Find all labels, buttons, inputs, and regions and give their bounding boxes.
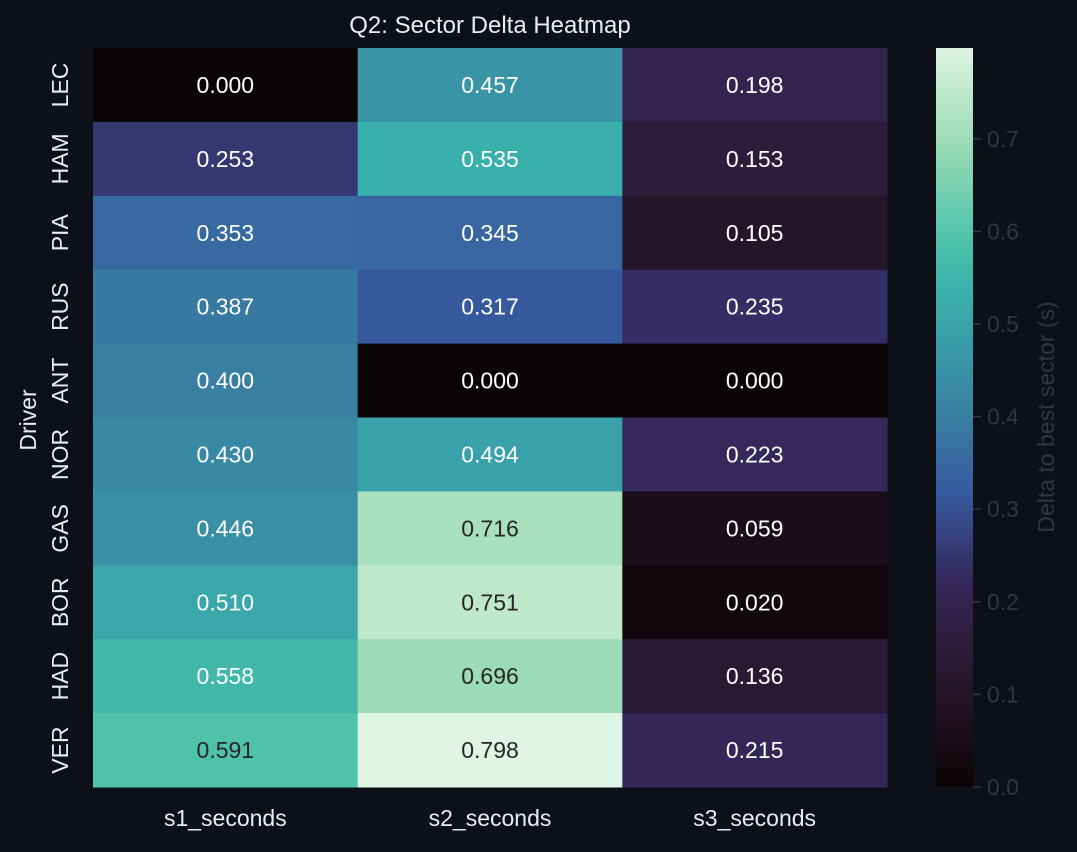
cell-value-label: 0.457 [461,72,519,98]
row-tick-label: RUS [47,282,73,331]
cell-value-label: 0.000 [726,368,784,394]
row-tick-label: HAM [47,133,73,184]
heatmap-cell [622,48,888,123]
cell-value-label: 0.387 [197,294,255,320]
heatmap-cell [622,121,888,197]
heatmap-cell [93,343,359,418]
heatmap-cell [93,48,359,123]
cell-value-label: 0.059 [726,515,784,541]
heatmap-cell [357,713,623,788]
cell-value-label: 0.751 [461,589,519,615]
heatmap-cell [93,195,359,271]
cell-value-label: 0.000 [197,72,255,98]
cell-value-label: 0.696 [461,663,519,689]
row-tick-label: NOR [47,429,73,480]
cell-value-label: 0.535 [461,146,519,172]
colorbar-tick-label: 0.7 [987,126,1019,152]
row-tick-label: PIA [47,214,73,252]
cell-value-label: 0.400 [197,368,255,394]
cell-value-label: 0.105 [726,220,784,246]
cell-value-label: 0.317 [461,294,519,320]
heatmap-cell [357,639,623,714]
heatmap-cell [93,565,359,640]
heatmap-cell [622,491,888,566]
cell-value-label: 0.235 [726,294,784,320]
cell-value-label: 0.353 [197,220,255,246]
heatmap-cell [622,269,888,345]
column-tick-label: s2_seconds [429,805,552,831]
heatmap-cell [622,713,888,788]
column-tick-label: s3_seconds [693,805,816,831]
cell-value-label: 0.558 [197,663,255,689]
cell-value-label: 0.253 [197,146,255,172]
heatmap-cell [357,417,623,492]
colorbar-tick-label: 0.4 [987,404,1019,430]
heatmap-cell [357,343,623,418]
cell-value-label: 0.798 [461,737,519,763]
heatmap-cell [357,195,623,271]
cell-value-label: 0.345 [461,220,519,246]
colorbar-tick-label: 0.2 [987,589,1019,615]
cell-value-label: 0.446 [197,515,255,541]
colorbar-tick-label: 0.5 [987,311,1019,337]
cell-value-label: 0.136 [726,663,784,689]
colorbar-tick-label: 0.0 [987,774,1019,800]
chart-title: Q2: Sector Delta Heatmap [349,12,630,39]
row-tick-label: HAD [47,652,73,701]
cell-value-label: 0.494 [461,441,519,467]
cell-value-label: 0.510 [197,589,255,615]
heatmap-cell [93,491,359,566]
heatmap-cell [93,639,359,714]
row-tick-label: BOR [47,577,73,627]
heatmap-cell [622,565,888,640]
row-tick-label: ANT [47,358,73,404]
row-tick-label: GAS [47,504,73,553]
cell-value-label: 0.153 [726,146,784,172]
colorbar-tick-label: 0.6 [987,218,1019,244]
heatmap-cells: 0.000 0.457 0.198 0.253 0.535 0.153 0.353 0.345… [93,48,888,788]
heatmap-cell [357,565,623,640]
heatmap-cell [357,48,623,123]
heatmap-cell [93,713,359,788]
heatmap-cell [622,417,888,492]
row-tick-label: VER [47,726,73,773]
column-labels: s1_seconds s2_seconds s3_seconds [164,805,816,831]
colorbar: 0.0 0.1 0.2 0.3 0.4 0.5 0.6 0.7 [936,48,1019,800]
row-labels: LEC HAM PIA RUS ANT NOR GAS BOR HAD VER [47,63,73,774]
colorbar-gradient [936,48,973,787]
cell-value-label: 0.716 [461,515,519,541]
heatmap-cell [622,195,888,271]
heatmap-cell [622,639,888,714]
colorbar-label: Delta to best sector (s) [1033,301,1059,532]
heatmap-cell [622,343,888,418]
cell-value-label: 0.430 [197,441,255,467]
row-tick-label: LEC [47,63,73,108]
cell-value-label: 0.591 [197,737,255,763]
heatmap-cell [93,269,359,345]
heatmap-cell [357,269,623,345]
y-axis-label: Driver [15,389,41,451]
column-tick-label: s1_seconds [164,805,287,831]
colorbar-tick-label: 0.3 [987,496,1019,522]
cell-value-label: 0.223 [726,441,784,467]
cell-value-label: 0.215 [726,737,784,763]
colorbar-tick-label: 0.1 [987,681,1019,707]
heatmap-cell [93,121,359,197]
heatmap-cell [357,491,623,566]
cell-value-label: 0.000 [461,368,519,394]
cell-value-label: 0.020 [726,589,784,615]
heatmap-cell [357,121,623,197]
cell-value-label: 0.198 [726,72,784,98]
heatmap-cell [93,417,359,492]
